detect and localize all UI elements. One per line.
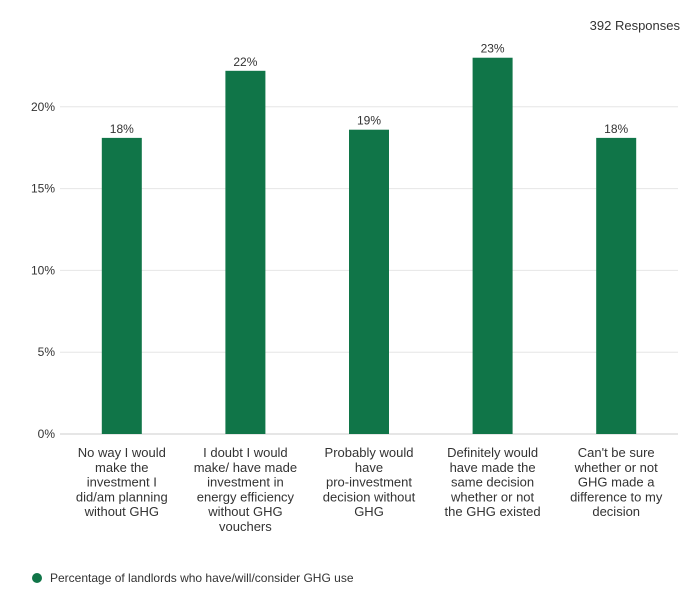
x-tick-label-line: decision — [592, 504, 640, 519]
bar — [101, 137, 142, 434]
x-tick-label-line: whether or not — [574, 460, 658, 475]
legend-label: Percentage of landlords who have/will/co… — [50, 571, 354, 585]
data-label: 22% — [233, 55, 257, 69]
x-tick-label: Can't be sure whether or not GHG made a dif… — [570, 445, 663, 519]
bar — [225, 70, 266, 435]
y-tick-label: 10% — [31, 263, 55, 277]
x-tick-label-line: the GHG existed — [445, 504, 541, 519]
x-tick-label-line: GHG made a — [578, 475, 655, 490]
x-tick-label-line: Definitely would — [447, 445, 538, 460]
bar-chart: 0%5%10%15%20%18%No way I would make the in… — [31, 42, 678, 534]
y-tick-label: 20% — [31, 100, 55, 114]
data-label: 23% — [481, 42, 505, 56]
x-tick-label-line: make the — [95, 460, 148, 475]
responses-count: 392 Responses — [589, 18, 680, 33]
x-tick-label-line: investment in — [207, 475, 284, 490]
data-label: 19% — [357, 114, 381, 128]
x-tick-label: I doubt I would make/ have made investment… — [194, 445, 297, 534]
x-tick-label-line: pro-investment — [326, 475, 412, 490]
x-tick-label-line: energy efficiency — [197, 489, 295, 504]
y-tick-label: 5% — [38, 345, 56, 359]
y-tick-label: 0% — [38, 427, 56, 441]
x-tick-label-line: make/ have made — [194, 460, 297, 475]
x-tick-label-line: same decision — [451, 475, 534, 490]
legend: Percentage of landlords who have/will/co… — [32, 571, 354, 585]
x-tick-label-line: have made the — [450, 460, 536, 475]
x-tick-label-line: investment I — [87, 475, 157, 490]
data-label: 18% — [110, 122, 134, 136]
x-tick-label: Definitely would have made the same decisi… — [445, 445, 541, 519]
bar — [472, 57, 513, 434]
x-tick-label-line: vouchers — [219, 519, 272, 534]
x-tick-label-line: difference to my — [570, 489, 663, 504]
x-tick-label-line: No way I would — [78, 445, 166, 460]
x-tick-label-line: whether or not — [450, 489, 534, 504]
x-tick-label-line: without GHG — [84, 504, 159, 519]
x-tick-label-line: without GHG — [207, 504, 282, 519]
bar — [596, 137, 637, 434]
x-tick-label-line: Can't be sure — [578, 445, 655, 460]
x-tick-label-line: I doubt I would — [203, 445, 288, 460]
data-label: 18% — [604, 122, 628, 136]
x-tick-label-line: did/am planning — [76, 489, 168, 504]
y-tick-label: 15% — [31, 182, 55, 196]
bar — [349, 129, 389, 435]
x-tick-label: Probably would have pro-investment decision… — [323, 445, 416, 519]
x-tick-label-line: GHG — [354, 504, 384, 519]
x-tick-label-line: decision without — [323, 489, 416, 504]
legend-marker — [32, 573, 42, 583]
x-tick-label-line: have — [355, 460, 383, 475]
x-tick-label-line: Probably would — [325, 445, 414, 460]
